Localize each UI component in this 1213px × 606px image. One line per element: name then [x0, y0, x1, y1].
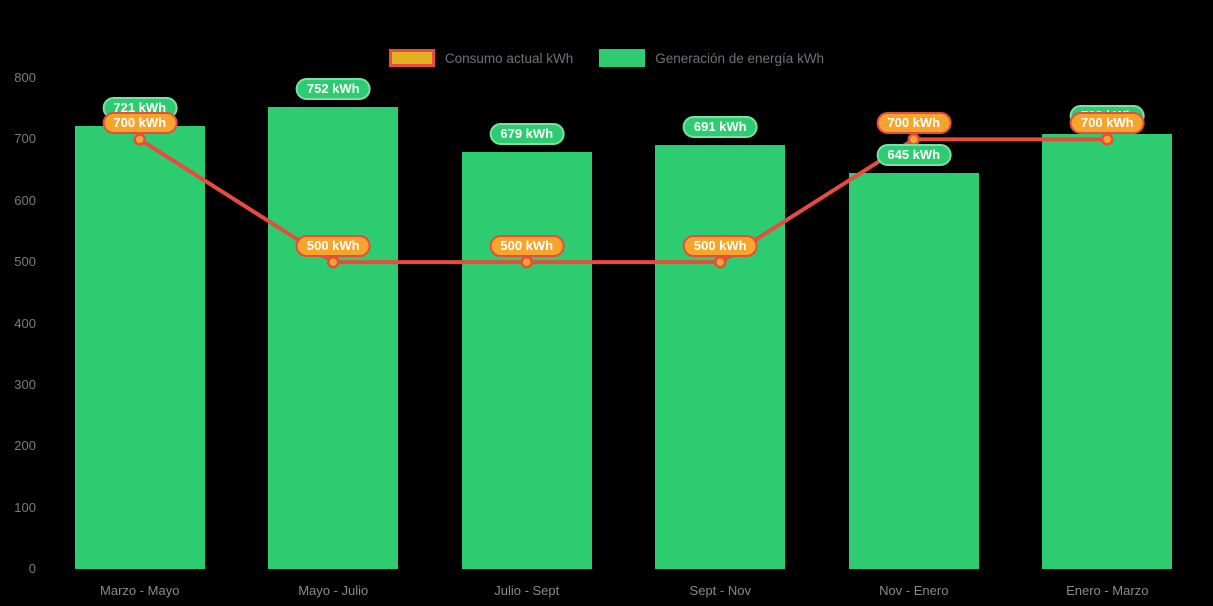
- y-axis-tick-label: 100: [14, 499, 36, 515]
- generation-bar[interactable]: [461, 152, 592, 569]
- consumption-value-badge: 700 kWh: [1069, 112, 1145, 135]
- x-axis-category-label: Enero - Marzo: [1066, 583, 1149, 598]
- y-axis-tick-label: 700: [14, 131, 36, 147]
- y-axis-tick-label: 800: [14, 70, 36, 85]
- generation-bar[interactable]: [268, 107, 399, 569]
- generation-bar[interactable]: [655, 144, 786, 569]
- generation-bar[interactable]: [74, 126, 205, 569]
- generation-swatch-icon: [599, 49, 646, 67]
- consumption-point-marker[interactable]: [327, 255, 340, 269]
- generation-bar[interactable]: [848, 173, 979, 569]
- legend-item-consumption[interactable]: Consumo actual kWh: [388, 49, 574, 67]
- consumption-point-marker[interactable]: [907, 133, 920, 146]
- consumption-line: [138, 137, 1108, 265]
- generation-value-badge: 752 kWh: [295, 78, 371, 101]
- consumption-point-marker[interactable]: [1101, 133, 1114, 146]
- y-axis-tick-label: 500: [14, 254, 36, 270]
- x-axis-category-label: Sept - Nov: [689, 583, 751, 598]
- y-axis-tick-label: 300: [14, 376, 36, 392]
- consumption-swatch-icon: [388, 49, 435, 67]
- y-axis-tick-label: 200: [14, 438, 36, 454]
- consumption-value-badge: 500 kWh: [682, 235, 758, 258]
- consumption-point-marker[interactable]: [714, 255, 727, 269]
- x-axis-category-label: Nov - Enero: [879, 583, 949, 598]
- x-axis-category-label: Marzo - Mayo: [100, 583, 180, 598]
- x-axis-category-label: Mayo - Julio: [298, 583, 369, 598]
- y-axis-tick-label: 400: [14, 315, 36, 331]
- consumption-value-badge: 500 kWh: [295, 235, 371, 258]
- consumption-point-marker[interactable]: [133, 133, 146, 146]
- consumption-point-marker[interactable]: [520, 255, 533, 269]
- generation-bar[interactable]: [1042, 134, 1173, 569]
- generation-value-badge: 645 kWh: [876, 144, 952, 167]
- x-axis-category-label: Julio - Sept: [494, 583, 560, 598]
- consumption-value-badge: 700 kWh: [102, 112, 178, 135]
- legend-label-consumption: Consumo actual kWh: [444, 50, 574, 66]
- y-axis-tick-label: 600: [14, 192, 36, 208]
- chart-legend: Consumo actual kWh Generación de energía…: [0, 49, 1213, 67]
- legend-item-generation[interactable]: Generación de energía kWh: [599, 49, 824, 67]
- consumption-value-badge: 500 kWh: [489, 235, 565, 258]
- legend-label-generation: Generación de energía kWh: [655, 50, 825, 66]
- generation-value-badge: 691 kWh: [682, 115, 758, 138]
- generation-value-badge: 679 kWh: [489, 123, 565, 146]
- y-axis-tick-label: 0: [28, 561, 36, 576]
- consumption-value-badge: 700 kWh: [876, 112, 952, 135]
